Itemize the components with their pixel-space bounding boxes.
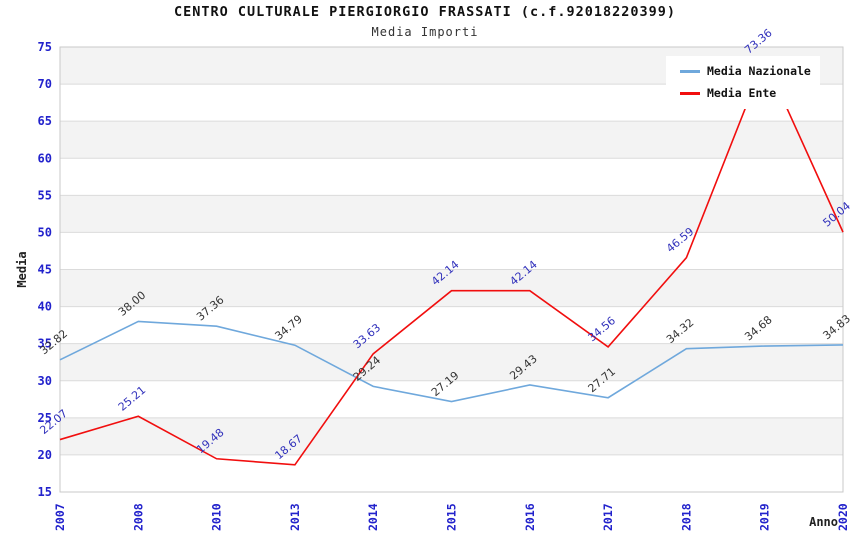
data-label: 34.56 <box>586 314 618 344</box>
x-tick-label: 2015 <box>445 503 459 531</box>
chart-subtitle: Media Importi <box>371 25 479 39</box>
x-tick-label: 2019 <box>758 503 772 531</box>
y-tick-label: 20 <box>38 448 52 462</box>
y-tick-label: 15 <box>38 485 52 499</box>
y-tick-label: 35 <box>38 337 52 351</box>
y-tick-label: 65 <box>38 114 52 128</box>
y-tick-label: 60 <box>38 151 52 165</box>
y-axis-title: Media <box>15 251 29 287</box>
x-tick-label: 2008 <box>131 503 145 531</box>
data-label: 25.21 <box>116 383 148 413</box>
data-label: 34.68 <box>742 313 774 343</box>
legend-item-media-nazionale: Media Nazionale <box>680 64 811 78</box>
y-tick-label: 55 <box>38 188 52 202</box>
chart-title: CENTRO CULTURALE PIERGIORGIO FRASSATI (c… <box>173 4 677 20</box>
y-tick-label: 30 <box>38 374 52 388</box>
plot-band <box>60 121 843 159</box>
series-line-media-ente <box>59 57 844 466</box>
legend: Media Nazionale Media Ente <box>666 56 820 109</box>
legend-label-media-nazionale: Media Nazionale <box>707 64 811 78</box>
x-tick-label: 2020 <box>836 503 850 531</box>
plot-band <box>60 343 843 381</box>
y-tick-label: 45 <box>38 263 52 277</box>
series-line-media-nazionale <box>59 320 844 403</box>
plot-band <box>60 195 843 233</box>
y-tick-label: 70 <box>38 77 52 91</box>
plot-band <box>60 417 843 455</box>
data-label: 34.32 <box>664 316 696 346</box>
y-tick-label: 50 <box>38 225 52 239</box>
legend-swatch-media-ente-icon <box>680 91 700 95</box>
x-tick-label: 2016 <box>523 503 537 531</box>
x-tick-label: 2010 <box>210 503 224 531</box>
y-tick-label: 25 <box>38 411 52 425</box>
legend-swatch-media-nazionale-icon <box>680 69 700 73</box>
plot-border <box>59 46 844 493</box>
plot-band <box>60 269 843 307</box>
x-tick-label: 2013 <box>288 503 302 531</box>
legend-item-media-ente: Media Ente <box>680 86 811 100</box>
legend-label-media-ente: Media Ente <box>707 86 777 100</box>
y-tick-label: 40 <box>38 300 52 314</box>
x-tick-label: 2014 <box>366 503 380 531</box>
data-label: 34.79 <box>272 312 304 342</box>
data-label: 34.83 <box>821 312 850 342</box>
x-tick-label: 2017 <box>601 503 615 531</box>
y-tick-label: 75 <box>38 40 52 54</box>
x-tick-label: 2018 <box>679 503 693 531</box>
x-tick-label: 2007 <box>53 503 67 531</box>
x-axis-title: Anno <box>809 515 838 529</box>
